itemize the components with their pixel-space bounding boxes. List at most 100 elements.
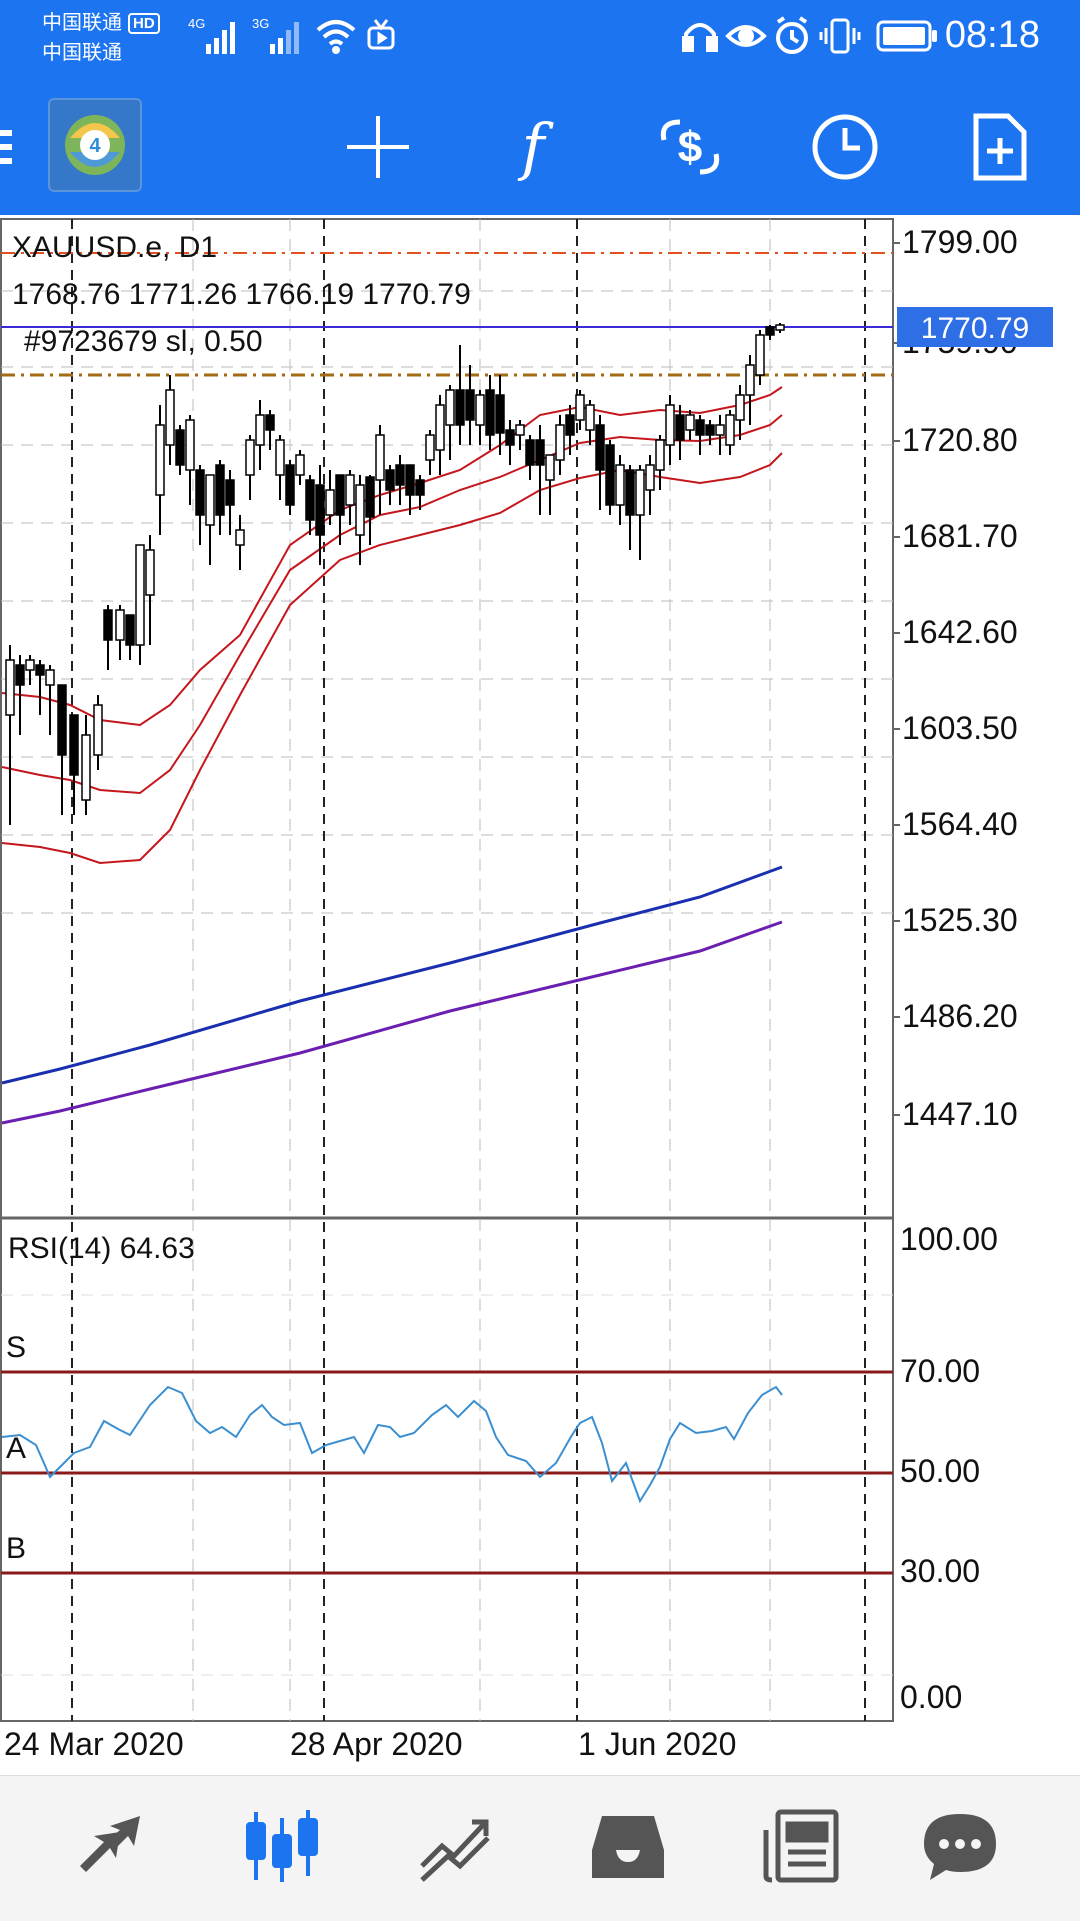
candle-body — [675, 414, 685, 441]
price-tick-label: 1799.00 — [902, 224, 1018, 260]
candle-body — [505, 429, 515, 446]
rsi-marker-b: B — [6, 1532, 26, 1565]
candle-body — [115, 609, 125, 641]
envelope-lower — [1, 452, 783, 865]
price-tick-label: 1564.40 — [902, 806, 1018, 842]
price-tick-label: 1642.60 — [902, 614, 1018, 650]
candle-body — [125, 614, 135, 646]
ohlc-label: 1768.76 1771.26 1766.19 1770.79 — [12, 278, 471, 311]
candle-body — [265, 414, 275, 431]
crosshair-icon[interactable] — [333, 102, 423, 192]
candle-body — [525, 439, 535, 466]
candle-body — [45, 669, 55, 686]
rsi-tick-label: 50.00 — [900, 1453, 980, 1489]
candle-body — [15, 664, 25, 686]
function-icon[interactable]: f — [488, 102, 578, 192]
date-label: 28 Apr 2020 — [290, 1726, 463, 1762]
menu-icon[interactable] — [0, 102, 30, 192]
candle-body — [165, 389, 175, 446]
current-price-box — [897, 307, 1053, 347]
candle-body — [395, 464, 405, 486]
price-tick-label: 1681.70 — [902, 518, 1018, 554]
candle-body — [495, 394, 505, 434]
candle-body — [475, 394, 485, 426]
alarm-icon — [772, 14, 812, 63]
candle-body — [585, 404, 595, 431]
toolbar: 4 f $ — [0, 80, 1080, 215]
price-tick-label: 1603.50 — [902, 710, 1018, 746]
trade-icon[interactable] — [404, 1801, 504, 1891]
candle-body — [415, 479, 425, 496]
candle-body — [325, 489, 335, 516]
svg-text:$: $ — [678, 123, 702, 172]
candle-body — [465, 389, 475, 421]
candle-body — [69, 714, 79, 776]
rsi-marker-s: S — [6, 1331, 26, 1364]
carrier-info: 中国联通 HD 中国联通 — [42, 8, 160, 68]
candle-body — [5, 659, 15, 716]
candle-body — [93, 704, 103, 756]
price-tick-label: 1525.30 — [902, 902, 1018, 938]
candle-body — [145, 549, 155, 596]
history-icon[interactable] — [578, 1801, 678, 1891]
candle-body — [455, 389, 465, 426]
candle-body — [555, 424, 565, 461]
chart-area[interactable]: XAUUSD.e, D1 1768.76 1771.26 1766.19 177… — [0, 215, 1080, 1775]
clock-icon[interactable] — [800, 102, 890, 192]
candle-body — [565, 414, 575, 436]
current-price-label: 1770.79 — [921, 312, 1029, 345]
candle-body — [57, 684, 67, 756]
candle-body — [35, 664, 45, 676]
candle-body — [515, 424, 525, 436]
price-tick-label: 1486.20 — [902, 998, 1018, 1034]
rsi-tick-label: 100.00 — [900, 1221, 998, 1257]
candle-body — [245, 439, 255, 476]
candle-body — [405, 464, 415, 496]
messages-icon[interactable] — [910, 1801, 1010, 1891]
candle-body — [655, 439, 665, 471]
candle-body — [335, 474, 345, 516]
carrier-1: 中国联通 — [42, 12, 122, 34]
order-label: #9723679 sl, 0.50 — [24, 325, 263, 358]
candle-body — [735, 394, 745, 421]
chart-frame — [0, 218, 894, 1722]
candle-body — [345, 474, 355, 506]
carrier-2: 中国联通 — [42, 42, 122, 64]
candle-body — [595, 424, 605, 471]
date-label: 1 Jun 2020 — [578, 1726, 736, 1762]
candle-body — [705, 424, 715, 436]
net-4g-label: 4G — [188, 16, 205, 31]
candle-body — [375, 434, 385, 481]
candle-body — [445, 389, 455, 426]
hd-badge: HD — [128, 13, 160, 35]
new-order-icon[interactable] — [955, 102, 1045, 192]
svg-text:f: f — [518, 112, 555, 182]
wifi-icon — [314, 14, 358, 63]
trade-icon[interactable]: $ — [645, 102, 735, 192]
candle-body — [295, 454, 305, 476]
candle-body — [81, 734, 91, 801]
candle-body — [665, 404, 675, 446]
quotes-icon[interactable] — [60, 1801, 160, 1891]
candle-body — [715, 424, 725, 436]
rsi-tick-label: 0.00 — [900, 1679, 962, 1715]
app-logo-icon[interactable]: 4 — [48, 98, 142, 192]
candle-body — [215, 464, 225, 516]
status-bar: 中国联通 HD 中国联通 4G 3G — [0, 0, 1080, 80]
signal-3g-icon: 3G — [252, 14, 308, 63]
net-3g-label: 3G — [252, 16, 269, 31]
candle-body — [425, 434, 435, 461]
chart-icon[interactable] — [232, 1801, 332, 1891]
candle-body — [535, 439, 545, 466]
candle-body — [645, 464, 655, 491]
candle-body — [435, 404, 445, 451]
candle-body — [205, 474, 215, 526]
price-chart[interactable]: XAUUSD.e, D1 1768.76 1771.26 1766.19 177… — [0, 215, 1080, 1775]
rsi-line — [1, 1385, 783, 1504]
bottom-nav — [0, 1775, 1080, 1921]
tv-icon — [365, 14, 399, 63]
candle-body — [225, 479, 235, 506]
news-icon[interactable] — [750, 1801, 850, 1891]
candle-body — [195, 469, 205, 516]
candle-body — [485, 389, 495, 436]
